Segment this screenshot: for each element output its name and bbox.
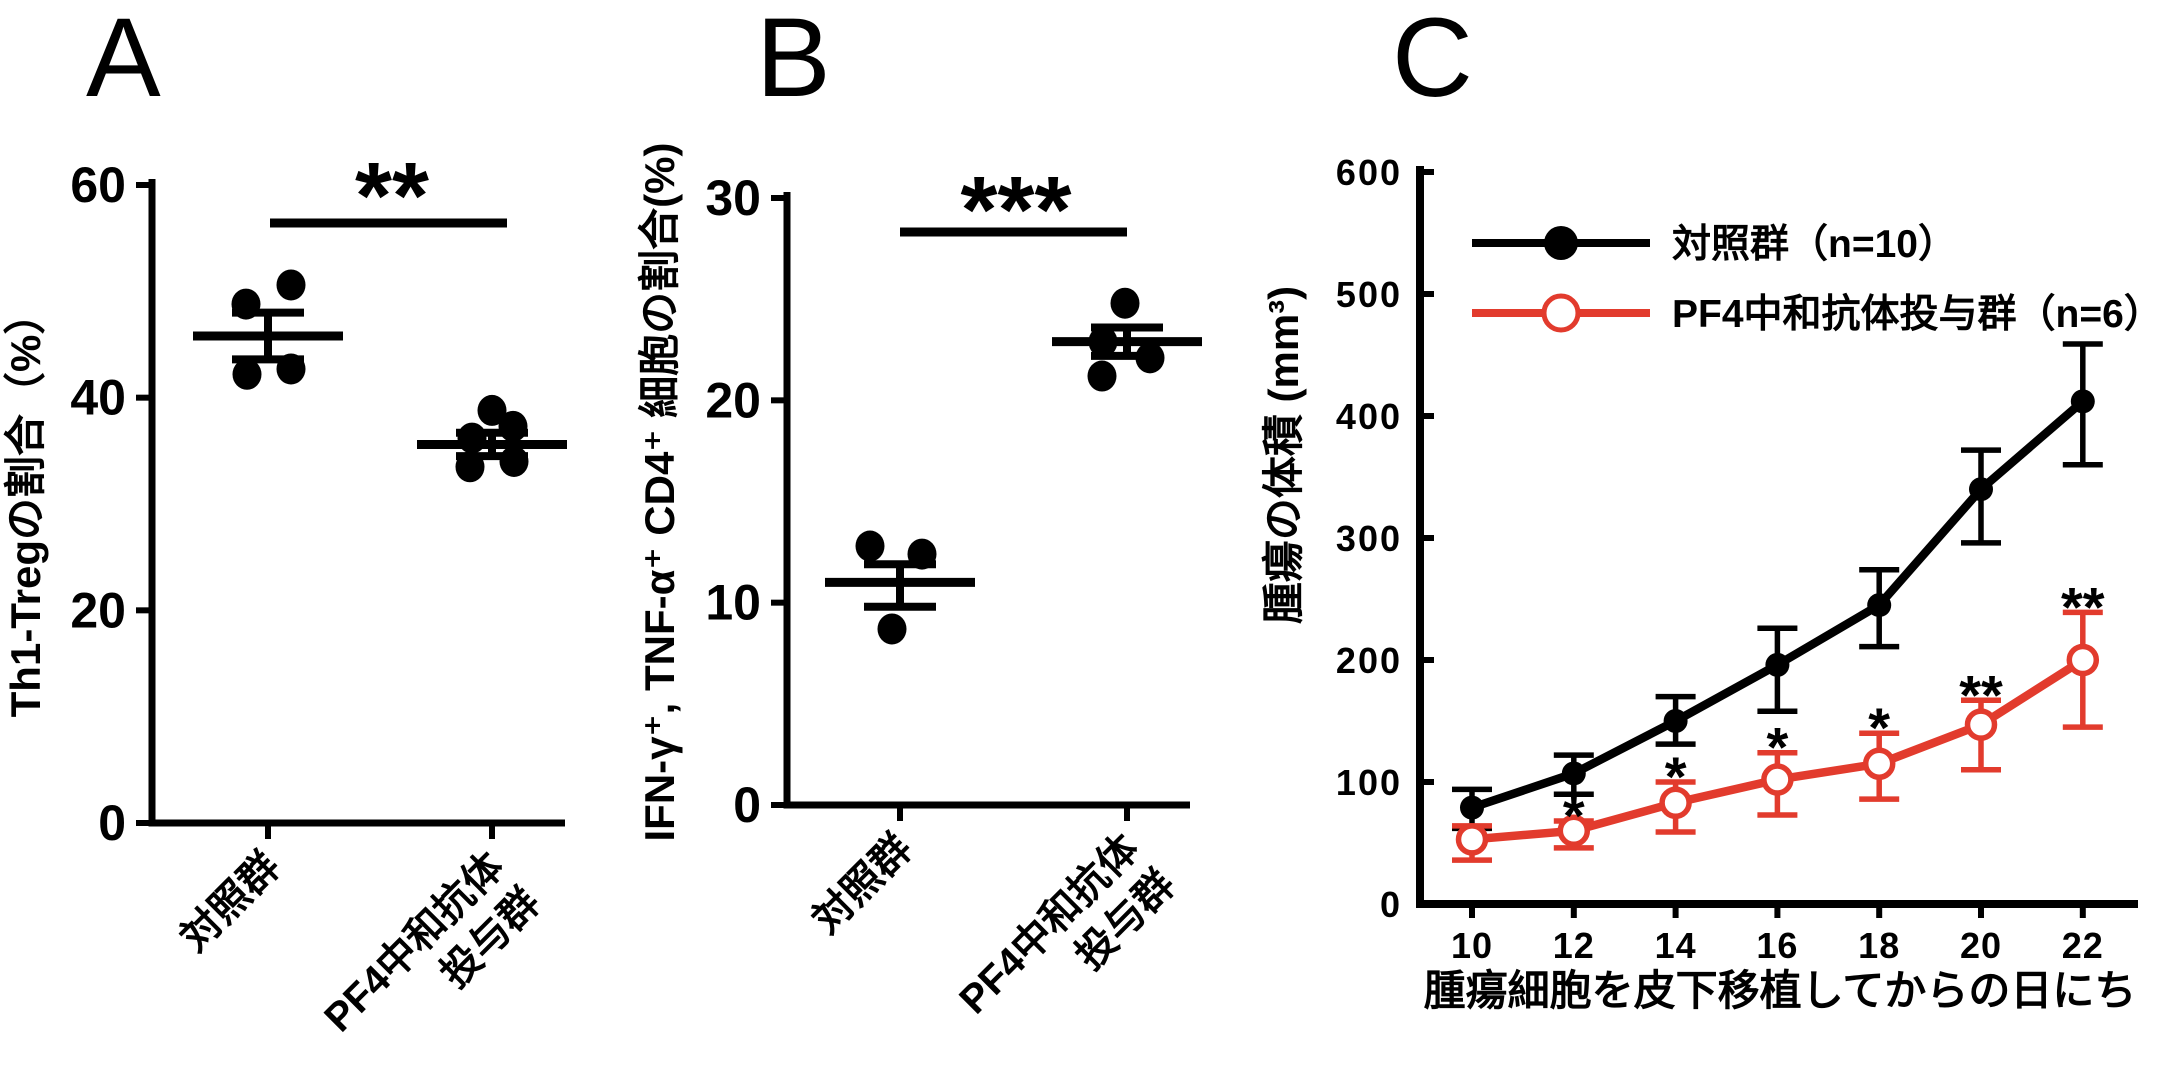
data-point [498, 410, 528, 442]
point-significance: * [1665, 745, 1687, 808]
data-point [1460, 795, 1484, 820]
point-significance: ** [1959, 663, 2003, 726]
y-tick-label: 40 [70, 370, 126, 426]
data-point-open [2066, 643, 2100, 677]
x-category-label: 対照群 [804, 826, 920, 942]
panel-b-significance: *** [961, 157, 1072, 263]
data-point-open [1862, 747, 1896, 780]
data-point [1135, 342, 1165, 374]
data-point-open [1557, 814, 1591, 848]
y-tick-label: 20 [705, 372, 761, 428]
legend-marker-control [1544, 226, 1578, 260]
y-tick-label: 200 [1336, 640, 1402, 681]
x-tick-label: 12 [1553, 925, 1595, 966]
data-point-open [1761, 763, 1794, 796]
data-point [1087, 360, 1117, 392]
data-point [499, 445, 529, 477]
data-point [2070, 389, 2095, 414]
data-point [1110, 287, 1140, 319]
data-point [455, 451, 485, 483]
point-significance: * [1563, 784, 1585, 847]
point-significance: * [1767, 716, 1789, 779]
data-point [1765, 652, 1790, 677]
y-tick-label: 600 [1336, 152, 1402, 193]
legend-label-control: 対照群（n=10） [1672, 223, 1957, 266]
data-point [1088, 326, 1118, 358]
x-tick-label: 16 [1756, 925, 1798, 966]
y-tick-label: 0 [1380, 884, 1402, 925]
x-tick-label: 18 [1858, 925, 1900, 966]
x-tick-label: 10 [1451, 925, 1493, 966]
series-treatment: ** * ***** [1452, 575, 2105, 863]
y-tick-label: 400 [1336, 396, 1402, 437]
data-point [855, 530, 885, 562]
panel-b-label: B [756, 0, 831, 120]
data-point [1663, 709, 1688, 733]
data-point [877, 613, 907, 645]
x-tick-label: 22 [2062, 925, 2104, 966]
panel-a-y-axis-title: Th1-Tregの割合（%） [2, 293, 49, 718]
y-tick-label: 0 [98, 795, 126, 851]
panel-c-x-axis-title: 腫瘍細胞を皮下移植してからの日にち [1424, 967, 2137, 1014]
panel-c-y-axis-title: 腫瘍の体積 (mm³) [1260, 286, 1307, 624]
data-point [276, 353, 306, 385]
legend-marker-treatment [1541, 293, 1581, 333]
point-significance: * [1868, 696, 1890, 759]
x-tick-label: 14 [1655, 925, 1697, 966]
point-significance: ** [2061, 575, 2105, 638]
data-point-open [1659, 786, 1692, 819]
y-tick-label: 30 [705, 170, 761, 226]
x-category-label: 対照群 [172, 844, 288, 960]
data-point [231, 288, 261, 320]
data-point [477, 394, 507, 426]
legend-label-treatment: PF4中和抗体投与群（n=6） [1672, 293, 2162, 336]
x-tick-label: 20 [1960, 925, 2002, 966]
series-control [1452, 341, 2103, 832]
data-point [1867, 593, 1892, 618]
y-tick-label: 10 [705, 575, 761, 631]
data-point [1561, 761, 1586, 786]
panel-a-significance: ** [355, 143, 429, 249]
data-point [457, 422, 487, 454]
panel-c-label: C [1392, 0, 1473, 120]
y-tick-label: 300 [1336, 518, 1402, 559]
data-point [1969, 477, 1993, 502]
legend: 対照群（n=10） PF4中和抗体投与群（n=6） [1472, 223, 2162, 336]
panel-a-label: A [86, 0, 161, 120]
y-tick-label: 500 [1336, 274, 1402, 315]
y-tick-label: 0 [733, 777, 761, 833]
data-point [276, 269, 306, 301]
data-point-open [1455, 823, 1489, 856]
data-point [907, 538, 937, 570]
y-tick-label: 100 [1336, 762, 1402, 803]
y-tick-label: 60 [70, 157, 126, 213]
data-point [232, 358, 262, 390]
panel-b-y-axis-title: IFN-γ⁺, TNF-α⁺ CD4⁺ 細胞の割合(%) [636, 143, 683, 842]
data-point-open [1964, 708, 1998, 741]
y-tick-label: 20 [70, 582, 126, 638]
